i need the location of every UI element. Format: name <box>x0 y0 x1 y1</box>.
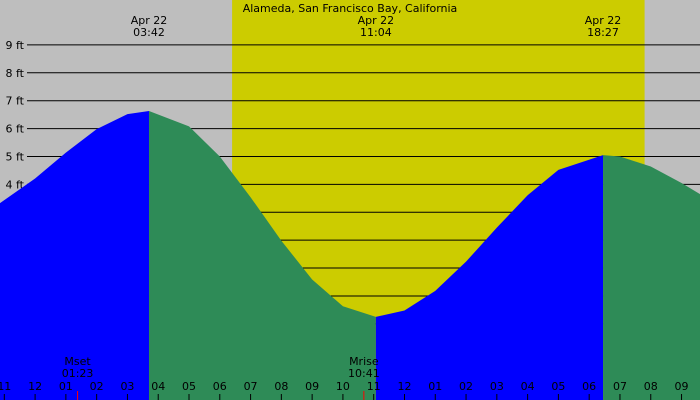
x-tick-label: 11 <box>0 380 11 393</box>
rising-tide <box>0 111 149 400</box>
x-tick-label: 04 <box>521 380 535 393</box>
y-tick-label: 9 ft <box>6 39 25 52</box>
x-tick-label: 07 <box>244 380 258 393</box>
y-tick-label: 5 ft <box>6 150 25 163</box>
chart-title: Alameda, San Francisco Bay, California <box>243 2 458 15</box>
x-tick-label: 03 <box>490 380 504 393</box>
y-tick-label: 7 ft <box>6 95 25 108</box>
x-tick-label: 09 <box>675 380 689 393</box>
x-tick-label: 04 <box>151 380 165 393</box>
y-tick-label: 6 ft <box>6 123 25 136</box>
extreme-date: Apr 22 <box>131 14 168 27</box>
x-tick-label: 09 <box>305 380 319 393</box>
x-tick-label: 08 <box>644 380 658 393</box>
x-tick-label: 11 <box>367 380 381 393</box>
x-tick-label: 06 <box>213 380 227 393</box>
x-tick-label: 12 <box>28 380 42 393</box>
moon-event: Mset <box>64 355 91 368</box>
rising-tide <box>375 155 604 400</box>
x-tick-label: 06 <box>582 380 596 393</box>
extreme-time: 18:27 <box>587 26 619 39</box>
falling-tide <box>603 155 700 400</box>
extreme-time: 03:42 <box>133 26 165 39</box>
x-tick-label: 01 <box>59 380 73 393</box>
x-tick-label: 02 <box>459 380 473 393</box>
falling-tide <box>148 111 376 400</box>
x-tick-label: 12 <box>397 380 411 393</box>
extreme-time: 11:04 <box>360 26 392 39</box>
moon-event: Mrise <box>349 355 379 368</box>
y-tick-label: 8 ft <box>6 67 25 80</box>
x-tick-label: 02 <box>90 380 104 393</box>
x-tick-label: 01 <box>428 380 442 393</box>
x-tick-label: 05 <box>182 380 196 393</box>
x-tick-label: 07 <box>613 380 627 393</box>
x-tick-label: 05 <box>551 380 565 393</box>
extreme-date: Apr 22 <box>585 14 622 27</box>
moon-time: 10:41 <box>348 367 380 380</box>
moon-time: 01:23 <box>62 367 94 380</box>
y-tick-label: 4 ft <box>6 178 25 191</box>
x-tick-label: 10 <box>336 380 350 393</box>
extreme-date: Apr 22 <box>358 14 395 27</box>
x-tick-label: 03 <box>120 380 134 393</box>
x-tick-label: 08 <box>274 380 288 393</box>
